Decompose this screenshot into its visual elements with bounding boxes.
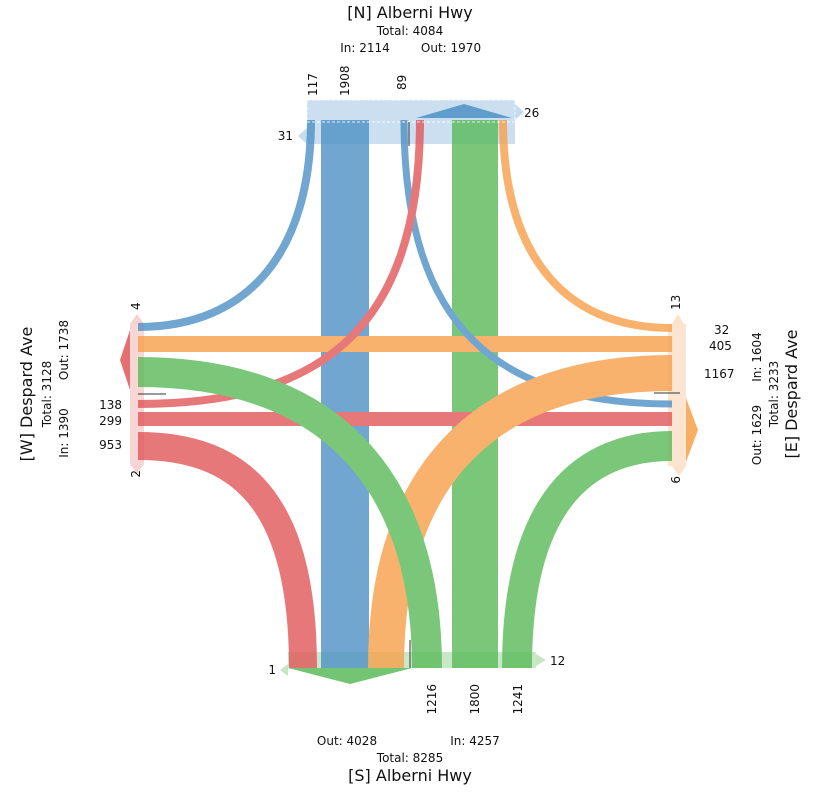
- north-total: Total: 4084: [376, 24, 443, 38]
- south-title: [S] Alberni Hwy: [348, 766, 472, 785]
- flow-north-right-to-west: [137, 119, 315, 331]
- flow-east-right-to-north: [499, 119, 673, 332]
- south-in: In: 4257: [450, 734, 500, 748]
- west-title: [W] Despard Ave: [17, 327, 36, 462]
- north-out: Out: 1970: [421, 41, 481, 55]
- east-title: [E] Despard Ave: [782, 330, 801, 459]
- west-u-turn-top: 4: [129, 302, 143, 310]
- west-out: Out: 1738: [57, 320, 71, 380]
- north-vol-left: 89: [395, 75, 409, 90]
- east-total: Total: 3233: [767, 361, 781, 428]
- flow-east-left-to-south: [368, 355, 673, 669]
- south-out: Out: 4028: [317, 734, 377, 748]
- north-u-turn-out: 26: [524, 106, 539, 120]
- north-in: In: 2114: [340, 41, 390, 55]
- south-vol-right: 1241: [511, 684, 525, 715]
- east-vol-right: 1167: [704, 367, 735, 381]
- south-left-arrowhead: [280, 664, 288, 676]
- flow-west-right-to-south: [137, 432, 317, 669]
- west-u-turn-bottom: 2: [129, 470, 143, 478]
- south-u-turn-in: 1: [268, 663, 276, 677]
- flow-south-right-to-east: [502, 431, 673, 669]
- east-in: In: 1604: [750, 332, 764, 382]
- south-total: Total: 8285: [376, 751, 443, 765]
- north-left-arrowhead: [298, 128, 307, 144]
- east-bottom-arrowhead: [672, 466, 686, 476]
- east-approach-bar: [668, 324, 686, 466]
- south-out-arrow: [288, 668, 412, 684]
- west-vol-through: 299: [99, 414, 122, 428]
- west-vol-right: 953: [99, 438, 122, 452]
- flow-layer: [137, 119, 673, 669]
- south-vol-left: 1216: [425, 684, 439, 715]
- north-out-arrow: [416, 104, 512, 118]
- east-vol-left: 32: [714, 323, 729, 337]
- east-out-arrow: [686, 398, 698, 462]
- east-top-arrowhead: [672, 314, 684, 324]
- east-vol-through: 405: [709, 339, 732, 353]
- north-vol-right: 117: [306, 73, 320, 96]
- west-out-arrow: [120, 330, 130, 390]
- west-top-arrowhead: [130, 314, 144, 324]
- west-total: Total: 3128: [40, 361, 54, 428]
- north-u-turn-in: 31: [278, 129, 293, 143]
- south-right-arrowhead: [536, 654, 546, 666]
- north-vol-through: 1908: [338, 65, 352, 96]
- flow-south-left-to-west: [137, 357, 442, 669]
- west-bottom-arrowhead: [130, 464, 144, 474]
- south-u-turn-out: 12: [550, 654, 565, 668]
- north-title: [N] Alberni Hwy: [347, 3, 472, 22]
- north-right-arrowhead: [515, 104, 524, 120]
- flow-north-left-to-east: [400, 119, 673, 408]
- west-vol-left: 138: [99, 398, 122, 412]
- west-in: In: 1390: [57, 408, 71, 458]
- east-out: Out: 1629: [750, 405, 764, 465]
- flow-west-left-to-north: [137, 119, 424, 408]
- east-u-turn-bottom: 6: [669, 476, 683, 484]
- south-vol-through: 1800: [468, 684, 482, 715]
- east-u-turn-top: 13: [669, 295, 683, 310]
